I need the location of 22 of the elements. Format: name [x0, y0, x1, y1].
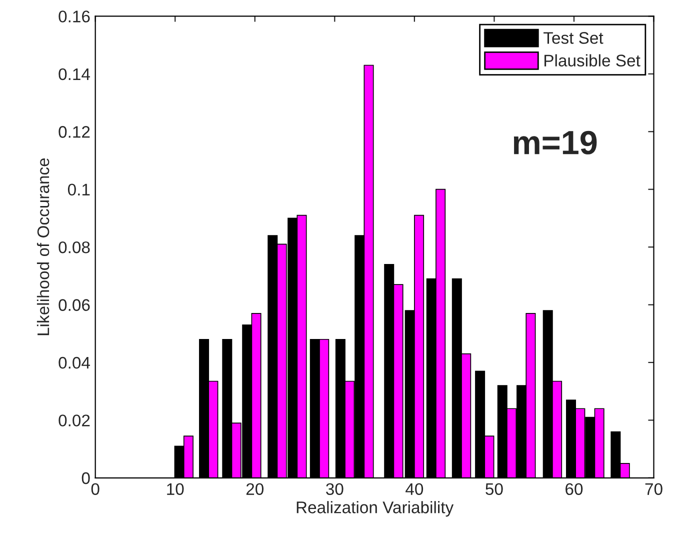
x-tick-label: 50 [486, 483, 503, 496]
x-tick-label: 60 [566, 483, 583, 496]
y-axis-title: Likelihood of Occurance [36, 158, 50, 336]
legend-label: Plausible Set [544, 54, 640, 66]
y-tick-label: 0.08 [58, 241, 90, 254]
y-tick-label: 0.12 [58, 126, 90, 138]
x-tick-label: 10 [167, 483, 184, 496]
x-tick-label: 0 [91, 483, 100, 496]
x-tick-label: 20 [246, 483, 264, 496]
y-tick-label: 0.16 [58, 10, 90, 22]
x-axis-title: Realization Variability [296, 501, 454, 517]
x-tick-label: 30 [326, 483, 344, 496]
y-tick-label: 0.04 [58, 356, 90, 369]
y-tick-label: 0.02 [58, 414, 90, 426]
y-tick-label: 0.06 [58, 299, 90, 311]
annotation: m=19 [514, 130, 597, 154]
x-tick-label: 40 [406, 483, 424, 496]
y-tick-label: 0 [82, 472, 90, 484]
y-tick-label: 0.1 [68, 184, 90, 196]
y-tick-label: 0.14 [58, 68, 90, 80]
x-tick-label: 70 [645, 483, 662, 496]
legend-label: Test Set [544, 32, 604, 44]
